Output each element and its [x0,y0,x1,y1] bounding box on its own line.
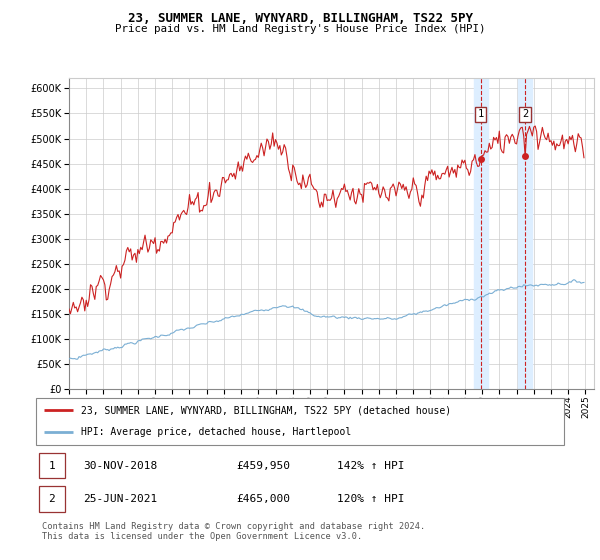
Text: 25-JUN-2021: 25-JUN-2021 [83,494,158,504]
Text: 142% ↑ HPI: 142% ↑ HPI [337,460,404,470]
Text: £465,000: £465,000 [236,494,290,504]
Text: Contains HM Land Registry data © Crown copyright and database right 2024.
This d: Contains HM Land Registry data © Crown c… [42,522,425,542]
FancyBboxPatch shape [38,487,65,512]
FancyBboxPatch shape [38,453,65,478]
Bar [474,78,488,389]
Text: 120% ↑ HPI: 120% ↑ HPI [337,494,404,504]
Bar [518,78,532,389]
Text: 23, SUMMER LANE, WYNYARD, BILLINGHAM, TS22 5PY: 23, SUMMER LANE, WYNYARD, BILLINGHAM, TS… [128,12,473,25]
Text: Price paid vs. HM Land Registry's House Price Index (HPI): Price paid vs. HM Land Registry's House … [115,24,485,34]
Text: 2: 2 [49,494,55,504]
Text: £459,950: £459,950 [236,460,290,470]
Text: 1: 1 [478,109,484,119]
Text: 30-NOV-2018: 30-NOV-2018 [83,460,158,470]
Text: 1: 1 [49,460,55,470]
FancyBboxPatch shape [36,398,564,445]
Text: HPI: Average price, detached house, Hartlepool: HPI: Average price, detached house, Hart… [81,427,351,437]
Text: 2: 2 [522,109,528,119]
Text: 23, SUMMER LANE, WYNYARD, BILLINGHAM, TS22 5PY (detached house): 23, SUMMER LANE, WYNYARD, BILLINGHAM, TS… [81,405,451,416]
